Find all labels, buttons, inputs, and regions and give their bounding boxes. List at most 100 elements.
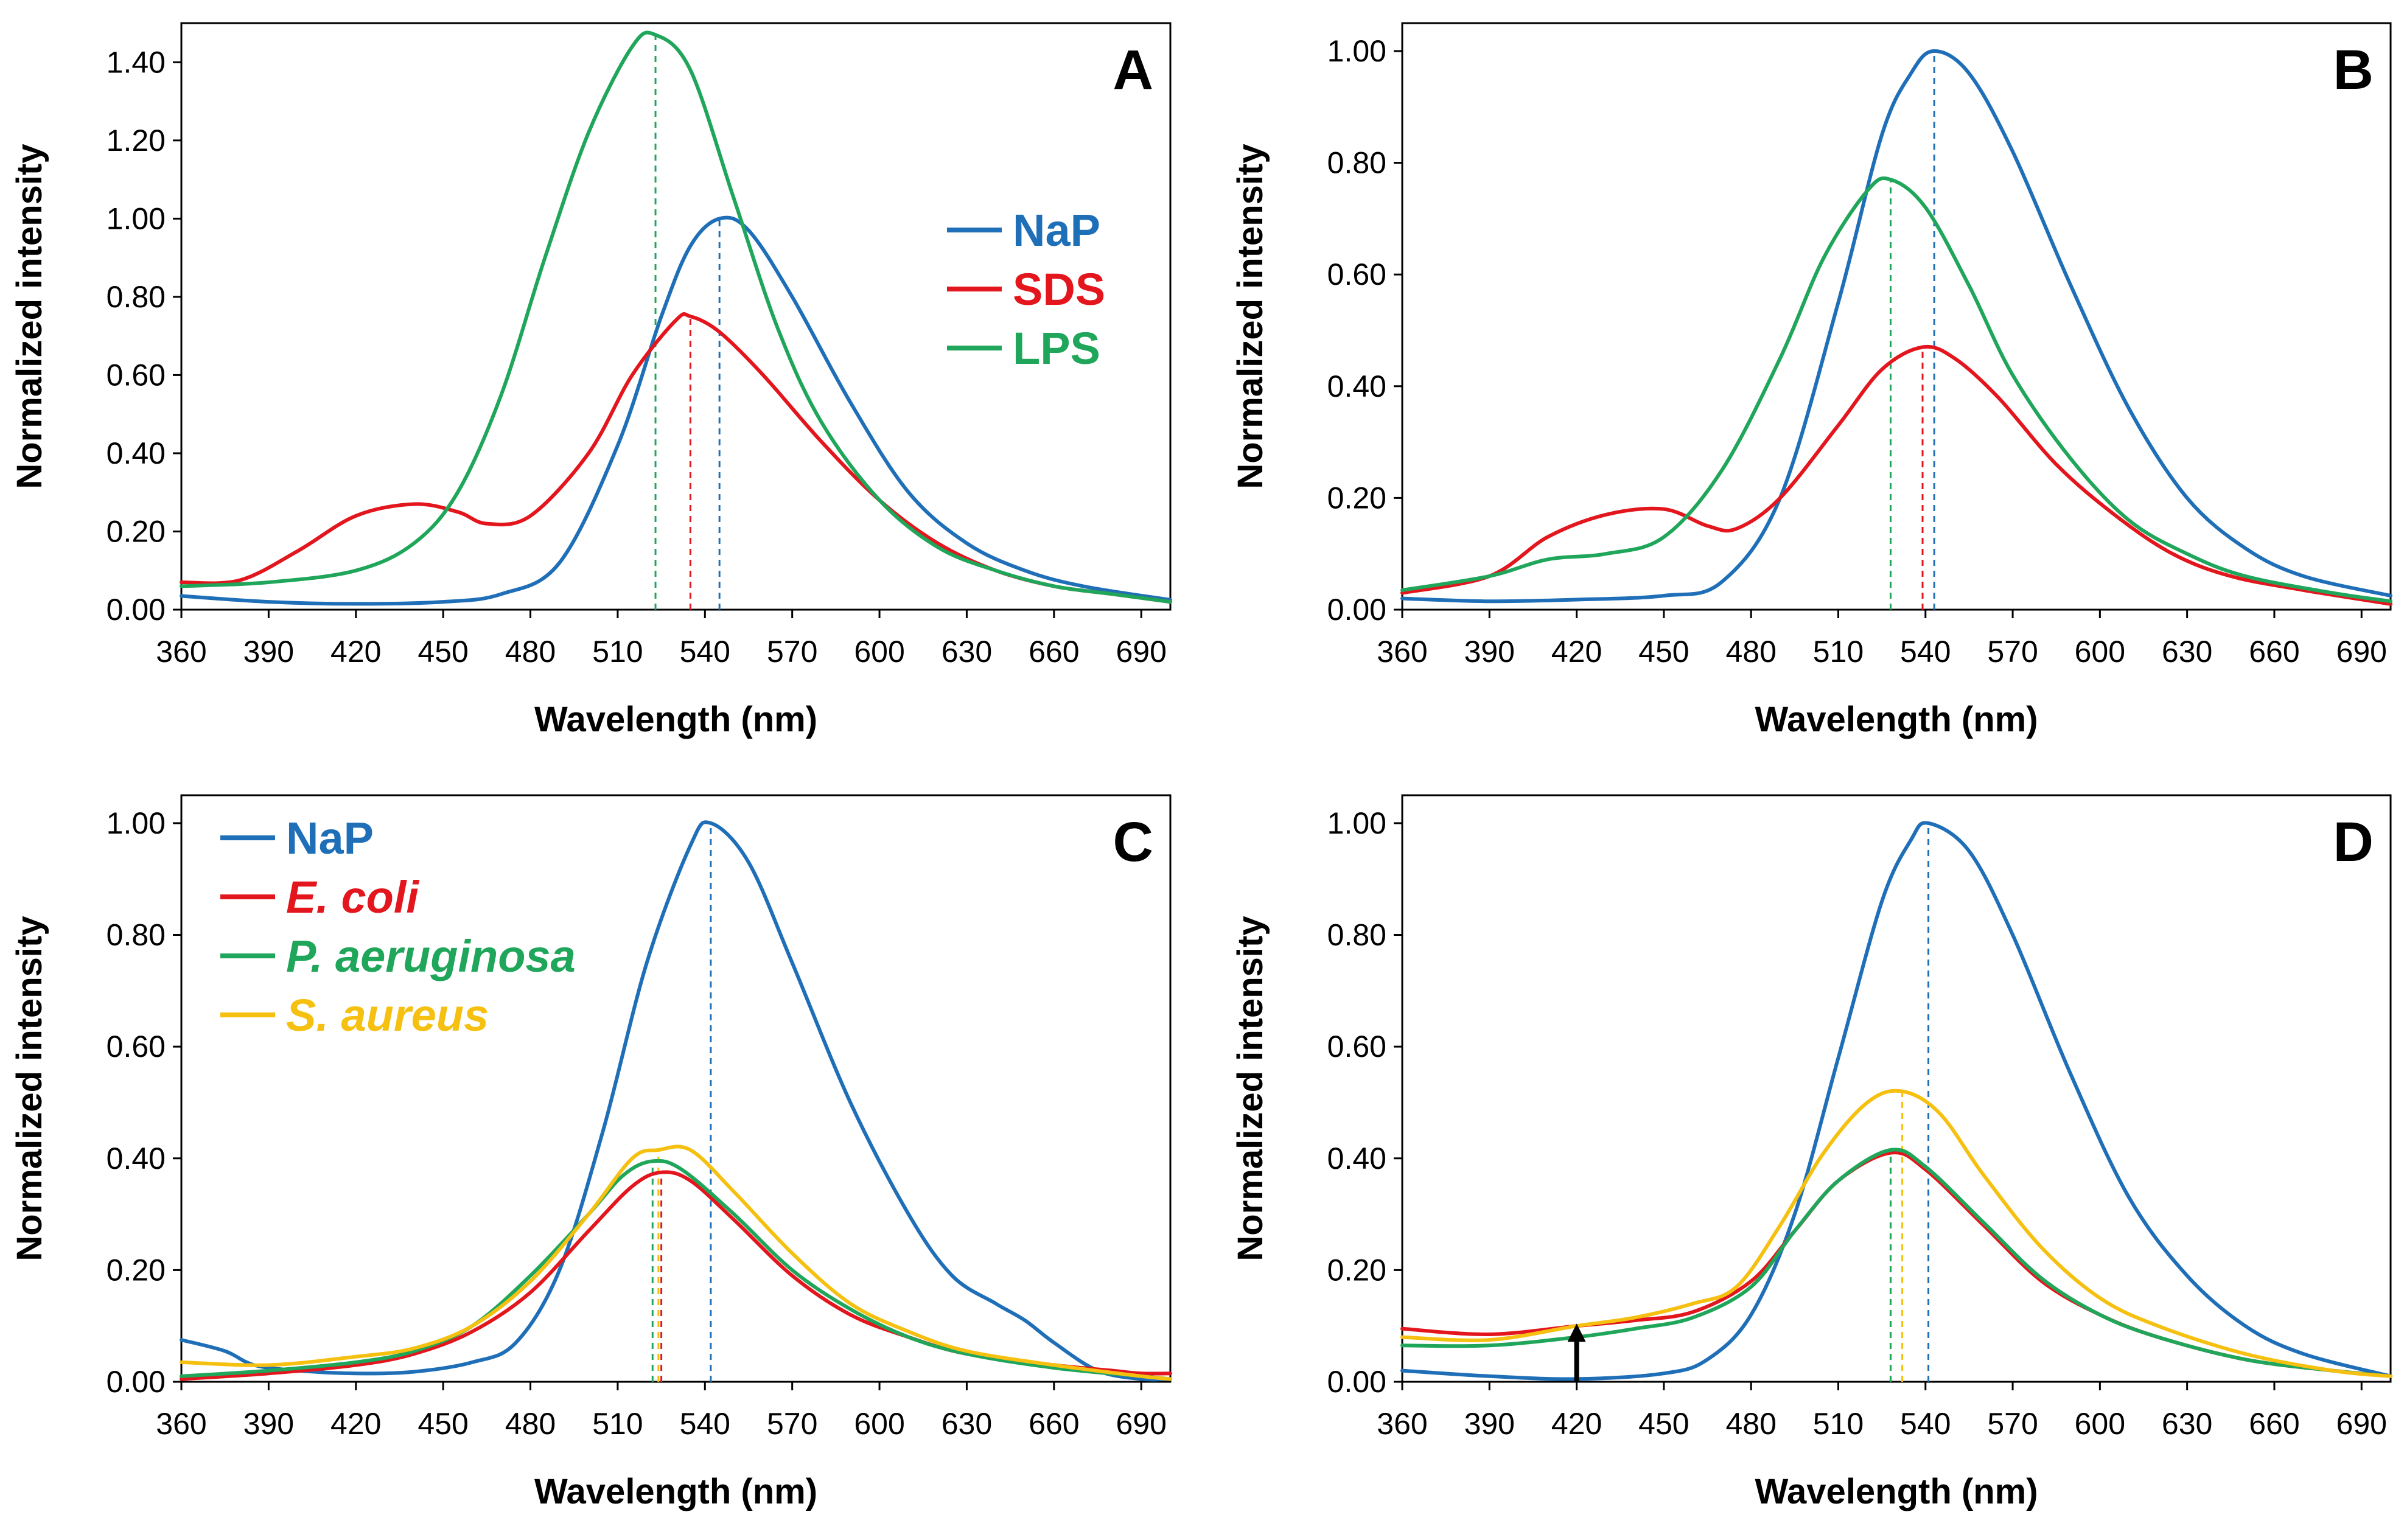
plot-frame (1401, 794, 2392, 1383)
y-tick-label: 0.00 (107, 593, 166, 627)
panel-d: 360 390 420 450 480 510 540 570 600 630 660 690 0.00… (1231, 794, 2392, 1511)
series-line-blue (1400, 821, 2392, 1381)
y-tick-label: 0.40 (107, 436, 166, 470)
y-tick-label: 0.40 (107, 1141, 166, 1176)
x-tick-label: 450 (418, 635, 468, 669)
panel-a: 360 390 420 450 480 510 540 570 600 630 660 690 0.00… (10, 22, 1172, 739)
panel-b: 360 390 420 450 480 510 540 570 600 630 660 690 0.00… (1231, 22, 2392, 739)
y-tick-label: 1.00 (107, 806, 166, 840)
series-line-blue (180, 820, 1172, 1382)
x-tick-label: 360 (156, 1407, 206, 1441)
legend-label: NaP (286, 813, 374, 863)
y-tick-label: 0.40 (1327, 1141, 1386, 1176)
x-tick-label: 540 (1900, 635, 1951, 669)
y-tick-label: 0.00 (1327, 1365, 1386, 1399)
plot-frame (1401, 22, 2392, 611)
y-tick-label: 0.80 (107, 280, 166, 314)
y-tick-label: 0.00 (107, 1365, 166, 1399)
plot-frame (180, 22, 1172, 611)
legend-label: E. coli (286, 872, 419, 922)
legend-label: P. aeruginosa (286, 931, 576, 981)
y-tick-label: 0.00 (1327, 593, 1386, 627)
x-tick-label: 570 (767, 635, 817, 669)
y-tick-label: 1.40 (107, 45, 166, 79)
y-tick-label: 1.20 (107, 124, 166, 158)
series-line-green (1400, 176, 2392, 604)
x-tick-label: 510 (1813, 1407, 1864, 1441)
series-line-green (1400, 1148, 2392, 1378)
panel-letter: C (1113, 811, 1153, 873)
y-tick-label: 0.20 (1327, 481, 1386, 515)
x-tick-label: 690 (2336, 1407, 2387, 1441)
x-tick-label: 600 (854, 1407, 904, 1441)
panel-c: 360 390 420 450 480 510 540 570 600 630 660 690 0.00… (10, 794, 1172, 1511)
annotation-arrow-head (1567, 1323, 1586, 1342)
y-tick-label: 0.20 (107, 514, 166, 548)
x-tick-label: 690 (1116, 1407, 1166, 1441)
x-tick-label: 630 (2162, 635, 2212, 669)
panel-letter: D (2333, 811, 2374, 873)
x-tick-label: 540 (680, 635, 730, 669)
x-tick-label: 360 (156, 635, 206, 669)
panel-letter: A (1113, 39, 1153, 101)
x-axis-title: Wavelength (nm) (534, 1472, 817, 1511)
x-tick-label: 390 (1464, 635, 1515, 669)
x-tick-label: 480 (505, 635, 556, 669)
y-axis-title: Normalized intensity (1231, 144, 1270, 489)
x-tick-label: 510 (592, 1407, 643, 1441)
y-axis-title: Normalized intensity (10, 916, 49, 1261)
x-axis-title: Wavelength (nm) (1755, 1472, 2038, 1511)
y-tick-label: 0.40 (1327, 369, 1386, 403)
series-line-red (1400, 344, 2392, 606)
y-tick-label: 0.80 (1327, 918, 1386, 952)
x-tick-label: 570 (767, 1407, 817, 1441)
panel-letter: B (2333, 39, 2374, 101)
x-tick-label: 600 (2075, 1407, 2125, 1441)
y-tick-label: 1.00 (1327, 34, 1386, 68)
series-line-green (180, 30, 1172, 604)
x-axis-title: Wavelength (nm) (534, 700, 817, 739)
y-tick-label: 1.00 (1327, 806, 1386, 840)
x-tick-label: 540 (680, 1407, 730, 1441)
x-tick-label: 570 (1987, 1407, 2038, 1441)
y-axis-title: Normalized intensity (1231, 916, 1270, 1261)
legend-label: LPS (1013, 323, 1100, 374)
legend-label: NaP (1013, 205, 1100, 256)
series-line-blue (180, 215, 1172, 606)
x-tick-label: 630 (942, 635, 992, 669)
y-tick-label: 0.80 (1327, 146, 1386, 180)
x-tick-label: 630 (942, 1407, 992, 1441)
x-tick-label: 660 (1029, 635, 1079, 669)
series-line-yellow (180, 1145, 1172, 1381)
x-tick-label: 420 (1551, 1407, 1602, 1441)
x-tick-label: 690 (1116, 635, 1166, 669)
x-tick-label: 390 (1464, 1407, 1515, 1441)
series-line-green (180, 1158, 1172, 1381)
series-line-blue (1400, 49, 2392, 604)
y-tick-label: 0.60 (107, 358, 166, 392)
x-tick-label: 420 (330, 1407, 381, 1441)
x-tick-label: 630 (2162, 1407, 2212, 1441)
x-tick-label: 480 (1725, 635, 1776, 669)
x-tick-label: 660 (2249, 635, 2299, 669)
x-tick-label: 360 (1377, 1407, 1427, 1441)
legend-label: SDS (1013, 264, 1105, 315)
x-tick-label: 510 (1813, 635, 1864, 669)
x-tick-label: 660 (2249, 1407, 2299, 1441)
x-tick-label: 360 (1377, 635, 1427, 669)
x-tick-label: 450 (1638, 635, 1689, 669)
y-tick-label: 0.60 (107, 1030, 166, 1064)
y-tick-label: 1.00 (107, 201, 166, 235)
y-tick-label: 0.20 (107, 1253, 166, 1287)
x-tick-label: 570 (1987, 635, 2038, 669)
x-tick-label: 390 (243, 635, 294, 669)
x-tick-label: 600 (854, 635, 904, 669)
x-tick-label: 450 (418, 1407, 468, 1441)
x-tick-label: 690 (2336, 635, 2387, 669)
plot-frame (180, 794, 1172, 1383)
x-tick-label: 660 (1029, 1407, 1079, 1441)
x-tick-label: 480 (1725, 1407, 1776, 1441)
x-tick-label: 540 (1900, 1407, 1951, 1441)
